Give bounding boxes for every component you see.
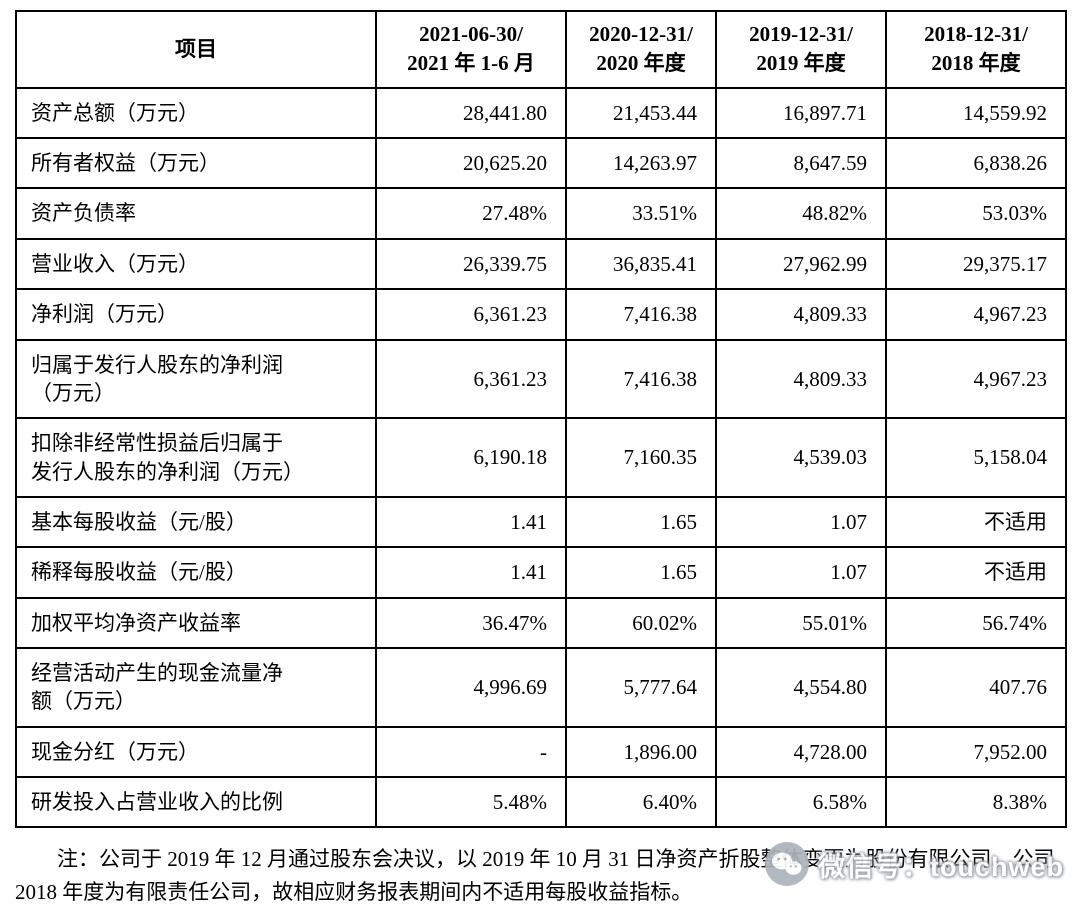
row-value: 6,361.23 (375, 338, 567, 420)
row-label: 归属于发行人股东的净利润 （万元） (15, 338, 377, 420)
table-row: 净利润（万元） 6,361.23 7,416.38 4,809.33 4,967… (15, 288, 1067, 341)
row-value: 6,838.26 (885, 137, 1067, 190)
table-body: 资产总额（万元） 28,441.80 21,453.44 16,897.71 1… (15, 86, 1067, 829)
row-value: 407.76 (885, 646, 1067, 728)
row-value: 7,416.38 (565, 288, 717, 341)
row-label: 扣除非经常性损益后归属于 发行人股东的净利润（万元） (15, 417, 377, 498)
header-period-2019-line1: 2019-12-31/ (749, 22, 853, 46)
row-value: 36.47% (375, 596, 567, 649)
row-label: 加权平均净资产收益率 (15, 596, 377, 649)
row-value: 4,554.80 (715, 646, 887, 728)
table-row: 稀释每股收益（元/股） 1.41 1.65 1.07 不适用 (15, 546, 1067, 599)
row-value: 21,453.44 (565, 86, 717, 140)
row-value: 8,647.59 (715, 137, 887, 190)
row-label: 研发投入占营业收入的比例 (15, 775, 377, 829)
header-period-2019-line2: 2019 年度 (756, 51, 846, 76)
row-value: 26,339.75 (375, 237, 567, 291)
table-row: 现金分红（万元） - 1,896.00 4,728.00 7,952.00 (15, 725, 1067, 778)
row-value: 5,777.64 (565, 646, 717, 728)
row-value: 不适用 (885, 546, 1067, 599)
row-value: 20,625.20 (375, 137, 567, 190)
header-period-2020-line1: 2020-12-31/ (589, 22, 693, 46)
row-value: 53.03% (885, 187, 1067, 240)
row-value: - (375, 725, 567, 778)
financial-indicators-table: 项目 2021-06-30/ 2021 年 1-6 月 2020-12-31/ … (15, 10, 1067, 829)
row-value: 27.48% (375, 187, 567, 240)
row-value: 28,441.80 (375, 86, 567, 140)
header-period-2018-line2: 2018 年度 (931, 51, 1021, 76)
row-label: 现金分红（万元） (15, 725, 377, 778)
row-value: 1.07 (715, 495, 887, 549)
row-value: 4,996.69 (375, 646, 567, 728)
row-value: 1.65 (565, 495, 717, 549)
row-label: 资产负债率 (15, 187, 377, 240)
row-value: 4,809.33 (715, 338, 887, 420)
row-value: 1.65 (565, 546, 717, 599)
table-row: 扣除非经常性损益后归属于 发行人股东的净利润（万元） 6,190.18 7,16… (15, 417, 1067, 498)
row-value: 36,835.41 (565, 237, 717, 291)
row-value: 6.58% (715, 775, 887, 829)
row-value: 7,952.00 (885, 725, 1067, 778)
row-value: 6,190.18 (375, 417, 567, 498)
row-value: 4,967.23 (885, 288, 1067, 341)
table-row: 归属于发行人股东的净利润 （万元） 6,361.23 7,416.38 4,80… (15, 338, 1067, 420)
row-label: 资产总额（万元） (15, 86, 377, 140)
row-value: 4,728.00 (715, 725, 887, 778)
header-period-2021-line1: 2021-06-30/ (419, 22, 523, 46)
header-period-2018: 2018-12-31/ 2018 年度 (885, 10, 1067, 89)
table-row: 资产负债率 27.48% 33.51% 48.82% 53.03% (15, 187, 1067, 240)
header-period-2020: 2020-12-31/ 2020 年度 (565, 10, 717, 89)
row-value: 14,559.92 (885, 86, 1067, 140)
row-value: 4,539.03 (715, 417, 887, 498)
row-value: 5.48% (375, 775, 567, 829)
row-value: 27,962.99 (715, 237, 887, 291)
table-row: 加权平均净资产收益率 36.47% 60.02% 55.01% 56.74% (15, 596, 1067, 649)
row-label: 净利润（万元） (15, 288, 377, 341)
table-row: 资产总额（万元） 28,441.80 21,453.44 16,897.71 1… (15, 86, 1067, 140)
table-row: 所有者权益（万元） 20,625.20 14,263.97 8,647.59 6… (15, 137, 1067, 190)
header-period-2018-line1: 2018-12-31/ (924, 22, 1028, 46)
row-value: 6,361.23 (375, 288, 567, 341)
row-value: 55.01% (715, 596, 887, 649)
row-value: 60.02% (565, 596, 717, 649)
header-period-2019: 2019-12-31/ 2019 年度 (715, 10, 887, 89)
table-row: 经营活动产生的现金流量净 额（万元） 4,996.69 5,777.64 4,5… (15, 646, 1067, 728)
row-label: 基本每股收益（元/股） (15, 495, 377, 549)
row-value: 4,967.23 (885, 338, 1067, 420)
table-header-row: 项目 2021-06-30/ 2021 年 1-6 月 2020-12-31/ … (15, 10, 1067, 89)
table-row: 基本每股收益（元/股） 1.41 1.65 1.07 不适用 (15, 495, 1067, 549)
row-value: 16,897.71 (715, 86, 887, 140)
row-value: 14,263.97 (565, 137, 717, 190)
row-value: 1.41 (375, 546, 567, 599)
row-value: 1.07 (715, 546, 887, 599)
row-value: 6.40% (565, 775, 717, 829)
row-label: 所有者权益（万元） (15, 137, 377, 190)
row-value: 1,896.00 (565, 725, 717, 778)
row-label: 营业收入（万元） (15, 237, 377, 291)
row-value: 1.41 (375, 495, 567, 549)
header-period-2021: 2021-06-30/ 2021 年 1-6 月 (375, 10, 567, 89)
row-value: 不适用 (885, 495, 1067, 549)
table-row: 研发投入占营业收入的比例 5.48% 6.40% 6.58% 8.38% (15, 775, 1067, 829)
row-value: 4,809.33 (715, 288, 887, 341)
header-item-column: 项目 (15, 10, 377, 89)
footnote: 注：公司于 2019 年 12 月通过股东会决议，以 2019 年 10 月 3… (15, 847, 1055, 904)
row-label: 稀释每股收益（元/股） (15, 546, 377, 599)
header-period-2021-line2: 2021 年 1-6 月 (407, 51, 535, 76)
table-row: 营业收入（万元） 26,339.75 36,835.41 27,962.99 2… (15, 237, 1067, 291)
row-value: 7,416.38 (565, 338, 717, 420)
row-value: 5,158.04 (885, 417, 1067, 498)
row-value: 7,160.35 (565, 417, 717, 498)
row-value: 56.74% (885, 596, 1067, 649)
row-label: 经营活动产生的现金流量净 额（万元） (15, 646, 377, 728)
row-value: 29,375.17 (885, 237, 1067, 291)
row-value: 33.51% (565, 187, 717, 240)
row-value: 48.82% (715, 187, 887, 240)
header-period-2020-line2: 2020 年度 (596, 51, 686, 76)
row-value: 8.38% (885, 775, 1067, 829)
